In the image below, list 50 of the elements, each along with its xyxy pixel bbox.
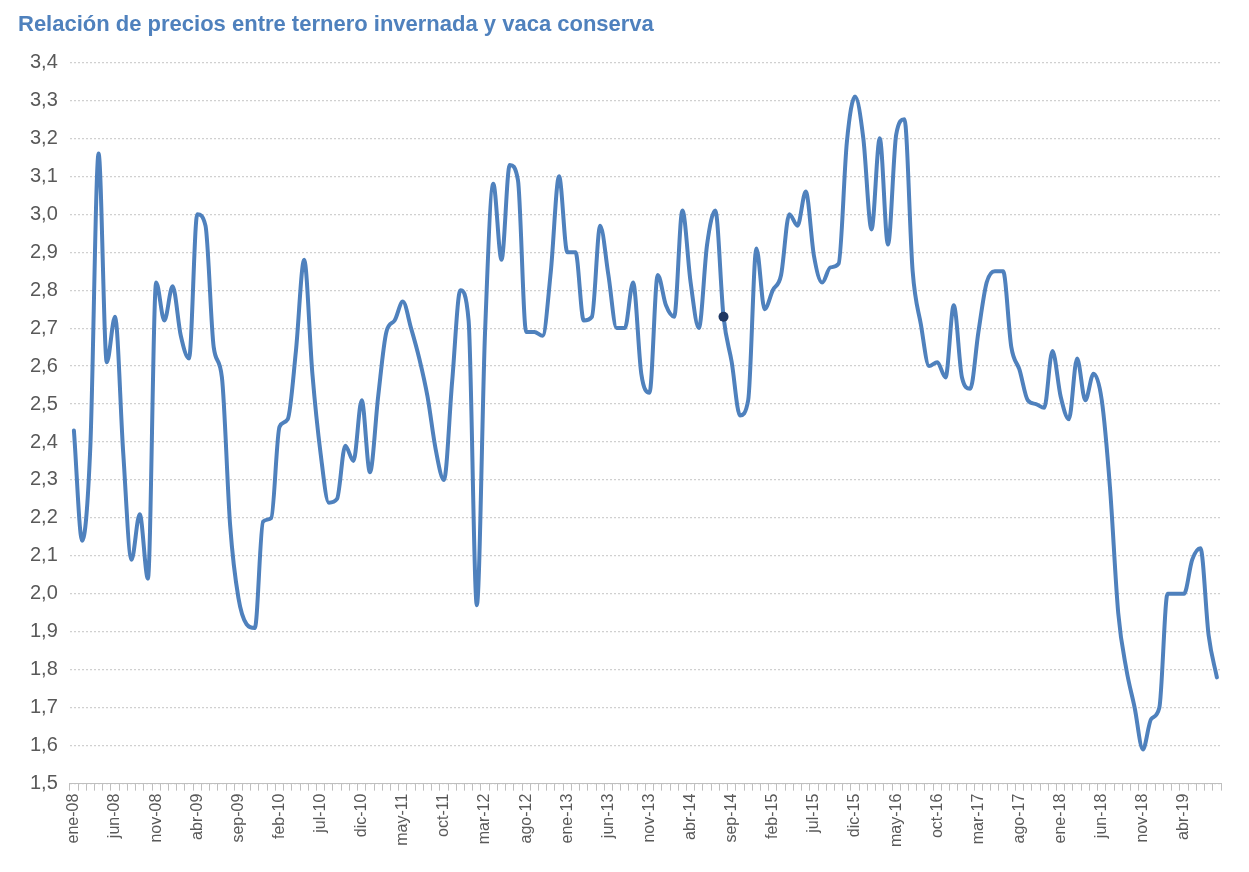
y-tick-label: 3,2 <box>29 125 58 148</box>
y-tick-label: 1,7 <box>29 695 58 718</box>
x-tick-label: abr-09 <box>187 793 205 840</box>
y-tick-label: 1,8 <box>29 657 58 680</box>
y-tick-label: 2,3 <box>29 467 58 490</box>
x-tick-label: oct-11 <box>434 793 452 837</box>
y-tick-label: 3,0 <box>29 201 58 224</box>
x-tick-label: may-11 <box>393 793 411 846</box>
x-tick-label: ago-12 <box>516 793 534 844</box>
y-tick-label: 3,1 <box>29 163 58 186</box>
x-tick-label: sep-09 <box>228 793 246 843</box>
x-tick-label: dic-10 <box>352 793 370 838</box>
y-tick-label: 2,6 <box>29 353 58 376</box>
x-tick-label: sep-14 <box>722 793 740 843</box>
y-tick-label: 2,7 <box>29 315 58 338</box>
y-tick-label: 3,4 <box>29 49 58 72</box>
x-tick-label: jun-13 <box>598 793 616 840</box>
x-tick-label: feb-15 <box>763 793 781 840</box>
x-tick-label: nov-08 <box>146 793 164 843</box>
y-tick-label: 3,3 <box>29 87 58 110</box>
y-tick-label: 2,0 <box>29 581 58 604</box>
y-tick-label: 2,2 <box>29 505 58 528</box>
chart-title: Relación de precios entre ternero invernada y vaca conserva <box>18 11 655 37</box>
x-tick-label: jul-15 <box>804 793 822 834</box>
x-tick-label: ene-13 <box>557 793 575 844</box>
x-tick-label: ago-17 <box>1009 793 1027 844</box>
x-tick-label: nov-13 <box>639 793 657 843</box>
x-tick-label: feb-10 <box>269 793 287 840</box>
x-tick-label: ene-08 <box>64 793 82 844</box>
x-tick-label: oct-16 <box>927 793 945 839</box>
x-tick-label: may-16 <box>886 793 904 848</box>
y-tick-label: 2,9 <box>29 239 58 262</box>
x-tick-label: ene-18 <box>1051 793 1069 844</box>
x-tick-label: nov-18 <box>1133 793 1151 843</box>
x-tick-label: mar-17 <box>968 793 986 845</box>
x-tick-label: jun-08 <box>105 793 123 840</box>
y-tick-label: 2,8 <box>29 277 58 300</box>
x-tick-label: jul-10 <box>311 793 329 834</box>
x-tick-label: mar-12 <box>475 793 493 845</box>
y-tick-label: 1,9 <box>29 619 58 642</box>
x-tick-label: dic-15 <box>845 793 863 838</box>
y-tick-label: 1,5 <box>29 771 58 794</box>
y-tick-label: 2,4 <box>29 429 58 452</box>
y-tick-label: 1,6 <box>29 733 58 756</box>
line-series <box>71 94 1219 752</box>
y-tick-label: 2,1 <box>29 543 58 566</box>
x-tick-label: abr-14 <box>681 793 699 840</box>
y-tick-label: 2,5 <box>29 391 58 414</box>
x-tick-label: jun-18 <box>1092 793 1110 840</box>
x-tick-label: abr-19 <box>1174 793 1192 840</box>
